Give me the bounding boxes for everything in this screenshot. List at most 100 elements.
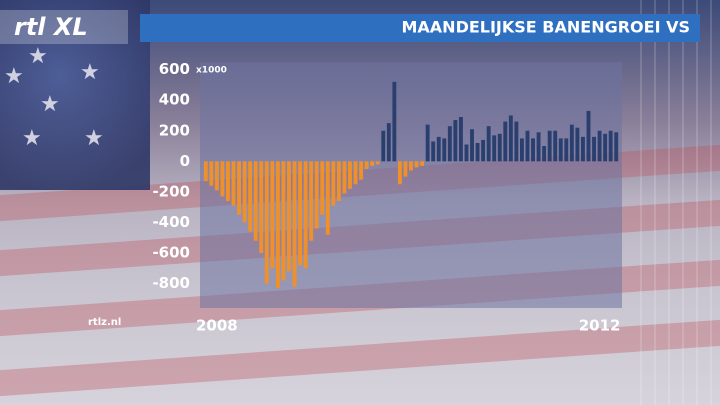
title-bar: [140, 14, 700, 42]
bar: [220, 161, 225, 197]
y-tick-label: -800: [152, 274, 190, 292]
bar: [425, 124, 430, 162]
bar: [614, 132, 619, 162]
star: ★: [80, 60, 100, 85]
bar: [553, 130, 558, 162]
y-tick-label: 600: [159, 60, 190, 78]
bar: [242, 161, 247, 223]
y-tick-label: 400: [159, 91, 190, 109]
plot-area: [200, 62, 622, 308]
y-tick-label: -400: [152, 213, 190, 231]
bar: [370, 161, 375, 166]
star: ★: [40, 92, 60, 117]
x-tick-label: 2008: [196, 317, 238, 335]
bar: [386, 123, 391, 162]
bar: [203, 161, 208, 182]
bar: [519, 138, 524, 162]
bar: [364, 161, 369, 169]
bar: [359, 161, 364, 180]
bar: [436, 136, 441, 162]
bar: [342, 161, 347, 194]
bar: [481, 139, 486, 162]
star: ★: [22, 126, 42, 151]
bar: [226, 161, 230, 202]
bar: [569, 124, 574, 162]
bar: [564, 138, 569, 162]
bar: [264, 161, 269, 284]
bar: [253, 161, 258, 241]
bar: [503, 121, 508, 162]
bar: [320, 161, 325, 215]
bar: [525, 130, 530, 162]
bar: [420, 161, 425, 166]
bar: [231, 161, 236, 206]
chart-title: MAANDELIJKSE BANENGROEI VS: [401, 18, 690, 37]
y-tick-label: -600: [152, 243, 190, 261]
bar: [348, 161, 352, 189]
x-tick-label: 2012: [579, 317, 621, 335]
bar: [464, 144, 469, 162]
bar: [281, 161, 286, 281]
bar: [397, 161, 402, 185]
bar: [325, 161, 330, 235]
bar: [259, 161, 264, 253]
bar: [608, 130, 613, 162]
bar: [497, 133, 502, 162]
bar: [309, 161, 314, 241]
bar: [542, 146, 547, 162]
bar: [492, 135, 497, 162]
background-pattern: [640, 0, 720, 405]
bar: [303, 161, 308, 269]
bar: [597, 130, 602, 162]
bar: [603, 133, 608, 162]
bar: [270, 161, 275, 269]
bar: [514, 121, 519, 162]
bar: [392, 81, 397, 162]
bar: [547, 130, 552, 162]
y-tick-label: 0: [180, 152, 190, 170]
flag-canton: [0, 0, 150, 190]
bar: [275, 161, 280, 289]
bar: [414, 161, 419, 168]
y-tick-label: -200: [152, 182, 190, 200]
bar: [575, 127, 580, 162]
logo-box: [0, 10, 128, 44]
bar: [353, 161, 358, 185]
star: ★: [4, 64, 24, 89]
bar: [592, 136, 596, 162]
bar: [298, 161, 303, 266]
bar: [453, 120, 458, 162]
y-tick-label: 200: [159, 121, 190, 139]
bar: [586, 110, 591, 162]
bar: [508, 115, 513, 162]
bar: [292, 161, 297, 287]
bar: [381, 130, 386, 162]
bar: [209, 161, 214, 186]
bar: [447, 126, 452, 162]
unit-note: x1000: [196, 66, 227, 76]
bar: [558, 138, 563, 162]
bar: [581, 136, 585, 162]
bar: [248, 161, 253, 232]
bar: [375, 161, 380, 165]
bar: [314, 161, 319, 229]
bar: [442, 138, 447, 162]
bar: [531, 138, 535, 162]
bar: [214, 161, 219, 191]
bar: [336, 161, 341, 202]
bar: [536, 132, 541, 162]
bar: [409, 161, 413, 171]
star: ★: [84, 126, 104, 151]
bar: [331, 161, 336, 206]
watermark: rtlz.nl: [88, 317, 121, 328]
bar: [458, 117, 463, 162]
bar: [470, 129, 474, 162]
bar: [403, 161, 408, 177]
bar: [287, 161, 291, 272]
bar: [237, 161, 241, 215]
logo: rtl XL: [14, 13, 88, 41]
bar: [486, 126, 491, 162]
bar: [475, 142, 480, 162]
